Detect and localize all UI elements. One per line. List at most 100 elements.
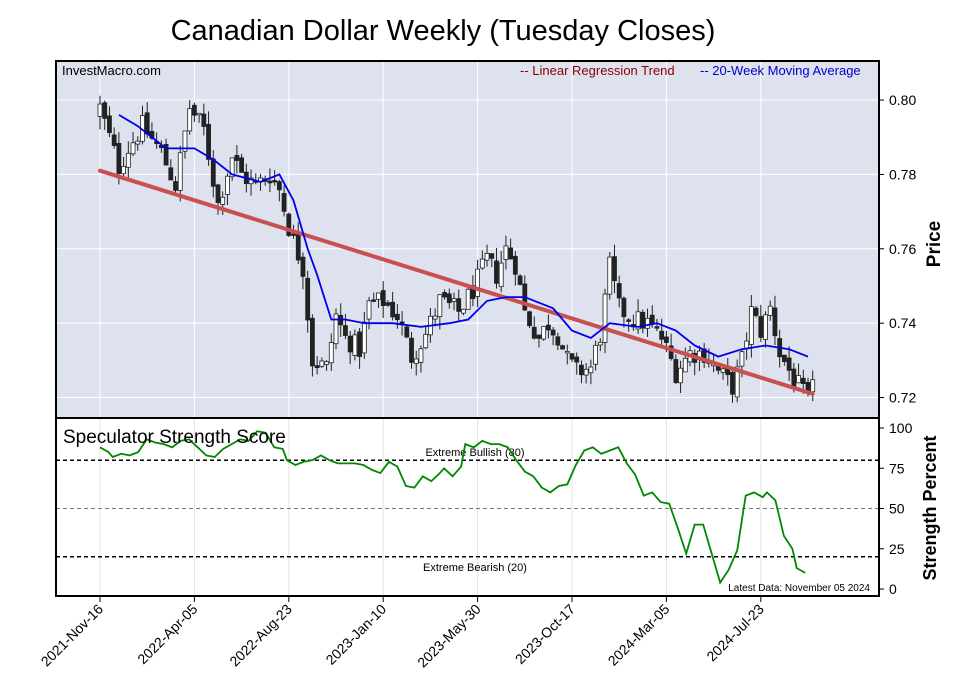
strength-panel-background [56,418,879,596]
candle-body [494,260,499,284]
candle-body [786,357,792,371]
candle-body [366,300,372,320]
candle-body [498,262,504,288]
candle-body [385,302,391,306]
candle-body [97,103,103,117]
candle-body [479,258,485,269]
candle-body [560,345,565,350]
candle-body [607,256,613,295]
candle-body [602,293,608,343]
candle-body [225,175,230,195]
candle-body [300,256,306,277]
speculator-strength-line [99,430,806,585]
candle-body [215,184,221,203]
strength-panel-title: Speculator Strength Score [63,427,286,448]
strength-y-tick-label: 50 [889,501,905,517]
reference-line-label: Extreme Bullish (80) [425,447,524,459]
strength-y-tick-label: 75 [889,460,905,476]
price-y-tick-label: 0.80 [889,92,916,108]
candle-body [626,319,632,322]
candle-body [800,377,806,384]
strength-y-tick-label: 100 [889,420,913,436]
candle-body [272,180,278,183]
candle-body [489,253,495,259]
candle-body [390,301,396,318]
candle-body [343,325,348,336]
price-y-tick-label: 0.74 [889,315,916,331]
candle-body [546,324,551,331]
candle-body [739,351,745,367]
legend-moving-average: -- 20-Week Moving Average [700,63,861,78]
reference-line-label: Extreme Bearish (20) [423,562,527,574]
candle-body [673,359,679,383]
candle-body [295,233,301,261]
candle-body [163,143,169,166]
candle-body [248,177,254,185]
candle-body [394,313,400,321]
candle-body [531,326,537,339]
candle-body [210,158,216,187]
x-tick-label: 2024-Jul-23 [703,601,767,665]
price-y-axis: 0.72 0.74 0.76 0.78 0.80 [879,92,916,406]
moving-average-line [118,114,809,358]
candle-body [121,165,126,175]
candle-body [668,345,674,359]
candle-body [569,353,575,360]
candle-body [512,255,518,275]
price-y-tick-label: 0.72 [889,390,916,406]
candle-body [720,368,726,373]
candle-body [107,115,112,134]
candle-body [220,196,226,205]
candle-body [550,329,556,336]
x-axis: 2021-Nov-16 2022-Apr-05 2022-Aug-23 2023-Ja… [38,596,767,670]
strength-y-axis: 0 25 50 75 100 [879,420,913,597]
candle-body [612,256,617,282]
candle-body [621,297,627,318]
legend-regression: -- Linear Regression Trend [520,63,675,78]
candle-body [437,294,443,318]
candle-body [640,311,646,329]
candle-body [659,330,665,340]
candle-body [201,113,207,127]
candle-body [442,292,447,298]
candle-body [352,334,358,356]
candle-body [328,342,334,364]
candle-body [116,143,122,174]
candle-body [135,140,141,145]
candle-body [177,152,183,191]
strength-y-axis-label: Strength Percent [920,435,940,580]
chart-title: Canadian Dollar Weekly (Tuesday Closes) [171,15,716,47]
candle-body [767,305,773,316]
candle-body [678,367,683,384]
candle-body [730,371,735,395]
candle-body [168,167,174,181]
candle-body [234,155,240,161]
candle-body [347,335,353,353]
candle-body [734,366,740,398]
candle-body [772,307,778,337]
candle-body [753,307,759,316]
candle-body [187,108,193,132]
candle-body [409,337,414,363]
candle-body [555,336,561,346]
strength-y-tick-label: 0 [889,581,897,597]
x-tick-label: 2021-Nov-16 [38,601,107,670]
strength-y-tick-label: 25 [889,541,905,557]
candle-body [456,298,462,312]
candle-body [758,316,764,338]
candle-body [361,321,367,354]
candle-body [102,102,108,119]
candle-body [810,379,816,393]
candle-body [748,306,754,345]
candle-body [715,366,721,371]
candle-body [206,123,211,160]
candle-body [111,134,117,146]
candle-body [527,311,532,327]
candle-body [291,233,296,236]
candle-body [654,326,660,329]
candle-body [475,268,481,297]
candle-body [465,288,471,310]
candle-body [796,375,801,384]
candle-body [583,368,589,376]
